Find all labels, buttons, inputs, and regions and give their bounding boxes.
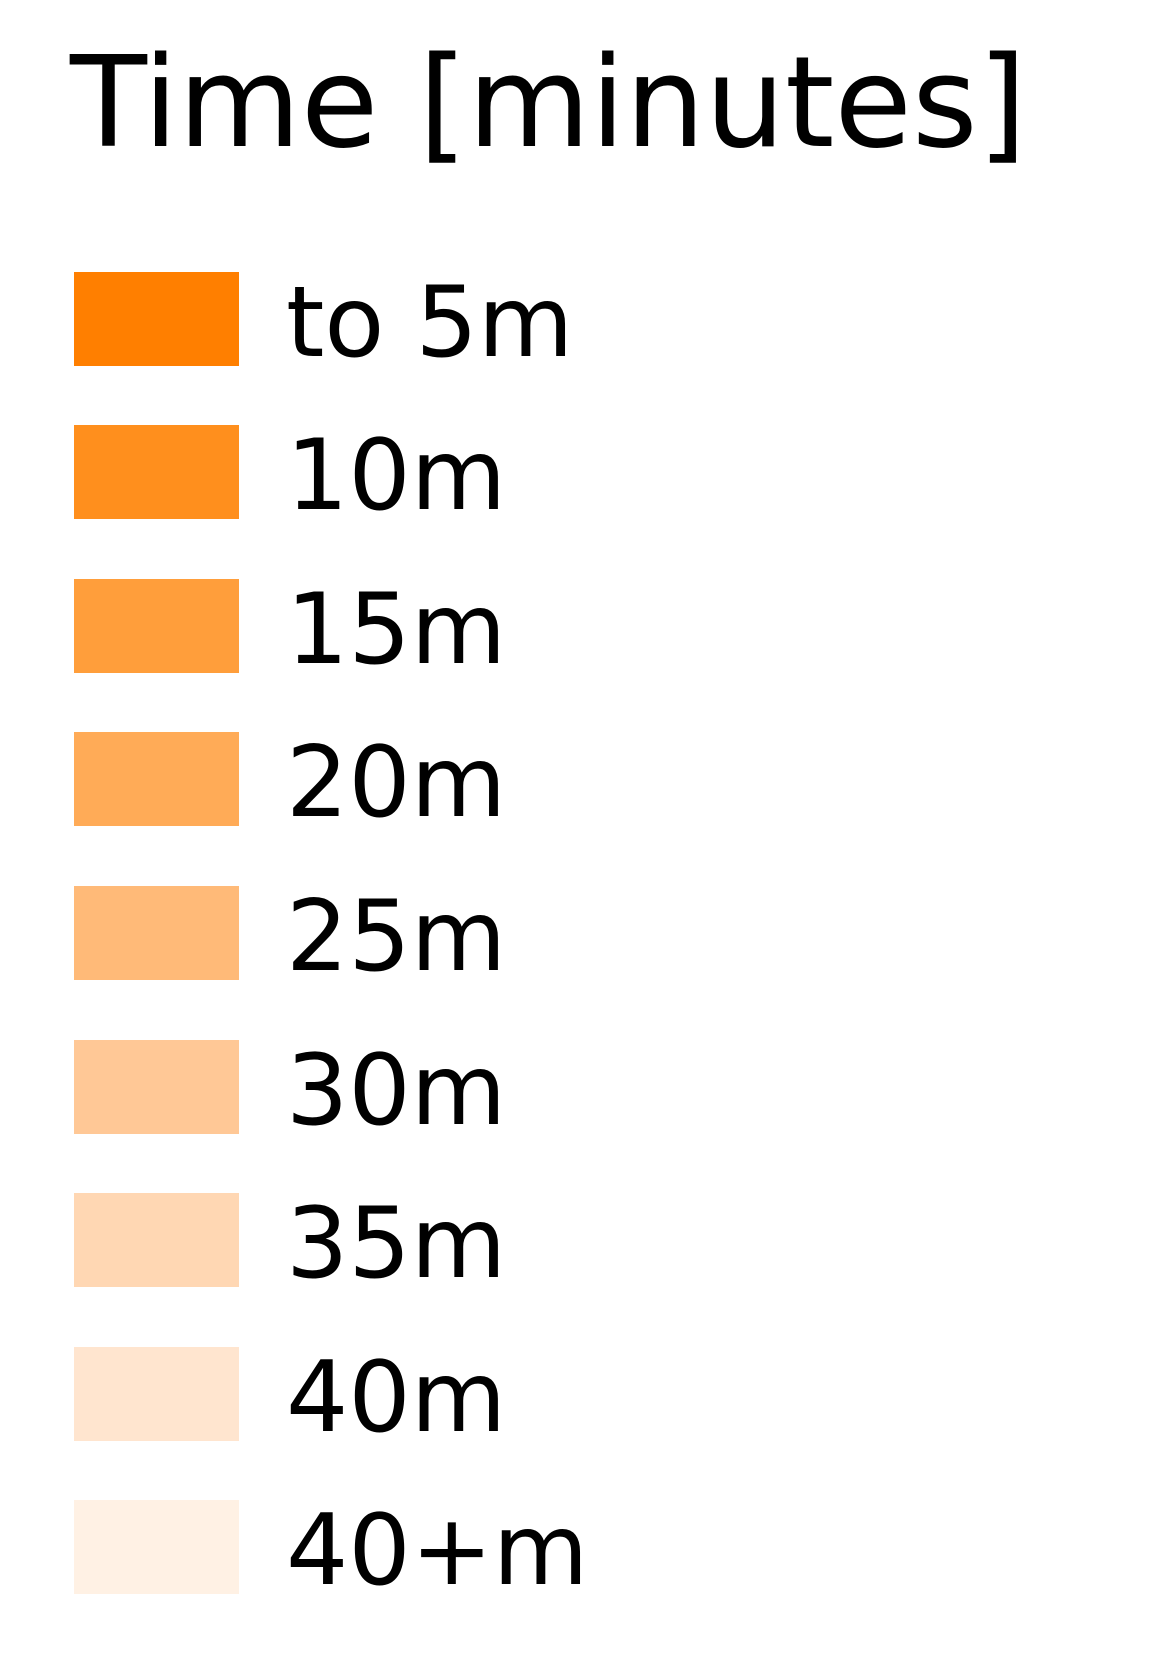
legend-label: 35m	[286, 1187, 507, 1301]
legend-label: to 5m	[286, 266, 574, 380]
legend-label: 30m	[286, 1034, 507, 1148]
legend-swatch	[74, 425, 239, 519]
legend-item-40m: 40m	[74, 1347, 1074, 1447]
legend-label: 10m	[286, 419, 507, 533]
legend-label: 40m	[286, 1341, 507, 1455]
legend-item-40plus-m: 40+m	[74, 1500, 1074, 1600]
legend-swatch	[74, 1500, 239, 1594]
legend-swatch	[74, 1040, 239, 1134]
legend-label: 40+m	[286, 1494, 589, 1608]
legend-item-to-5m: to 5m	[74, 272, 1074, 372]
legend-swatch	[74, 1193, 239, 1287]
legend-item-15m: 15m	[74, 579, 1074, 679]
legend-item-20m: 20m	[74, 732, 1074, 832]
legend-label: 25m	[286, 880, 507, 994]
legend-swatch	[74, 732, 239, 826]
legend-label: 15m	[286, 573, 507, 687]
legend-label: 20m	[286, 726, 507, 840]
legend-swatch	[74, 1347, 239, 1441]
legend-item-25m: 25m	[74, 886, 1074, 986]
legend-item-35m: 35m	[74, 1193, 1074, 1293]
legend-swatch	[74, 579, 239, 673]
legend-swatch	[74, 886, 239, 980]
legend-swatch	[74, 272, 239, 366]
legend-item-10m: 10m	[74, 425, 1074, 525]
legend-item-30m: 30m	[74, 1040, 1074, 1140]
legend-title: Time [minutes]	[70, 29, 1027, 176]
